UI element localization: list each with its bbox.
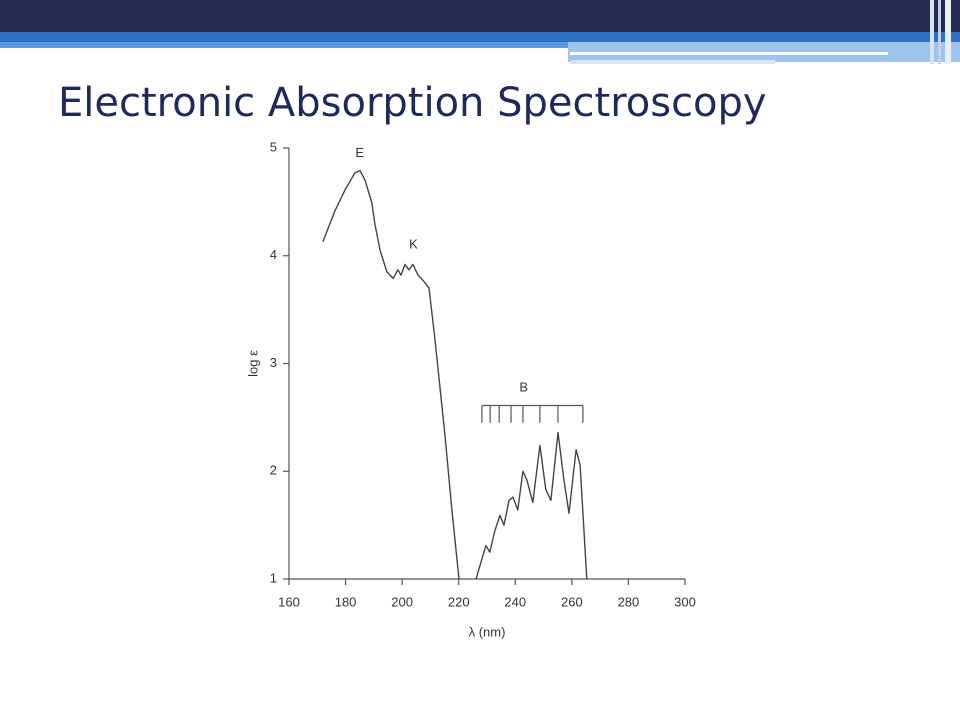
chart: 1 2 3 4 5 160 180 200 220 240 260 280 300 λ (nm) log ε… bbox=[245, 139, 695, 639]
header-decoration bbox=[0, 0, 960, 64]
x-tick-label: 180 bbox=[335, 594, 357, 609]
x-tick-label: 240 bbox=[504, 594, 526, 609]
y-tick-label: 4 bbox=[270, 247, 277, 262]
band-label: K bbox=[409, 236, 418, 251]
x-tick-label: 160 bbox=[278, 594, 300, 609]
y-tick-label: 2 bbox=[270, 463, 277, 478]
x-axis-label: λ (nm) bbox=[469, 624, 506, 639]
y-axis-label: log ε bbox=[245, 350, 260, 377]
spectrum-line bbox=[322, 169, 588, 580]
band-label: E bbox=[355, 145, 364, 160]
x-tick-label: 280 bbox=[618, 594, 640, 609]
x-tick-label: 200 bbox=[391, 594, 413, 609]
band-label: B bbox=[519, 380, 528, 395]
y-tick-label: 3 bbox=[270, 355, 277, 370]
y-tick-label: 5 bbox=[270, 139, 277, 154]
x-tick-label: 220 bbox=[448, 594, 470, 609]
slide-title: Electronic Absorption Spectroscopy bbox=[58, 80, 767, 126]
x-tick-label: 260 bbox=[561, 594, 583, 609]
x-tick-label: 300 bbox=[674, 594, 696, 609]
y-tick-label: 1 bbox=[270, 570, 277, 585]
